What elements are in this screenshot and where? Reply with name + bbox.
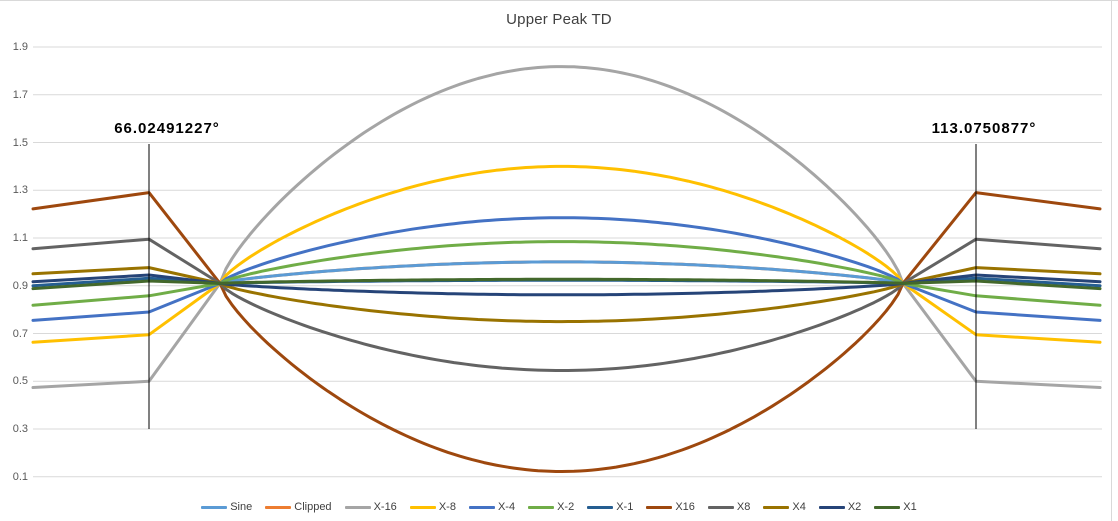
legend-item-Sine[interactable]: Sine	[201, 501, 252, 513]
series-line-X2	[31, 273, 1102, 297]
legend-swatch-X-1	[587, 505, 614, 509]
legend-item-Clipped[interactable]: Clipped	[265, 501, 332, 513]
chart-legend: Sine Clipped X-16 X-8 X-4 X-2 X-1 X16 X8 X4 X2 X1	[0, 501, 1118, 513]
legend-swatch-X-4	[468, 505, 495, 509]
y-tick-label: 1.1	[12, 232, 28, 244]
legend-label-X-2: X-2	[557, 501, 575, 513]
legend-item-X16[interactable]: X16	[646, 501, 695, 513]
chart-right-border	[1111, 1, 1112, 521]
legend-label-X4: X4	[792, 501, 806, 513]
y-tick-label: 0.5	[12, 375, 28, 388]
legend-swatch-X-16	[344, 505, 371, 509]
legend-swatch-X-8	[409, 505, 436, 509]
series-line-X4	[31, 266, 1102, 324]
legend-label-X1: X1	[903, 501, 917, 513]
y-tick-label: 0.9	[12, 279, 28, 292]
legend-item-X1[interactable]: X1	[874, 501, 917, 513]
series-line-X8	[31, 237, 1102, 372]
series-lines	[31, 65, 1102, 473]
chart-title: Upper Peak TD	[506, 11, 612, 28]
legend-label-X-16: X-16	[373, 501, 397, 513]
legend-swatch-X8	[707, 505, 734, 509]
legend-item-X8[interactable]: X8	[707, 501, 751, 513]
series-line-X-8	[31, 164, 1102, 344]
legend-label-X-1: X-1	[616, 501, 634, 513]
legend-swatch-X4	[763, 505, 790, 509]
legend-label-X16: X16	[675, 501, 695, 513]
series-line-X-2	[31, 240, 1102, 307]
series-line-Sine	[218, 260, 905, 285]
legend-item-X-16[interactable]: X-16	[344, 501, 397, 513]
legend-item-X2[interactable]: X2	[818, 501, 862, 513]
legend-label-Clipped: Clipped	[294, 501, 332, 513]
series-line-X-4	[31, 216, 1102, 322]
legend-swatch-X2	[818, 505, 845, 509]
legend-swatch-Sine	[201, 505, 228, 509]
y-tick-label: 1.3	[12, 184, 28, 197]
series-line-X1	[31, 277, 1102, 291]
legend-label-X8: X8	[736, 501, 751, 513]
left-boundary-label: 66.02491227°	[114, 120, 220, 137]
y-tick-label: 0.1	[12, 470, 28, 483]
y-tick-label: 1.9	[12, 41, 28, 53]
y-tick-label: 0.3	[12, 423, 28, 435]
legend-item-X-2[interactable]: X-2	[528, 501, 574, 513]
legend-label-Sine: Sine	[230, 501, 253, 513]
legend-swatch-X1	[874, 505, 901, 509]
legend-label-X-8: X-8	[438, 501, 456, 513]
series-line-X16	[31, 191, 1102, 473]
legend-label-X-4: X-4	[497, 501, 516, 513]
legend-swatch-X16	[646, 505, 673, 509]
legend-label-X2: X2	[847, 501, 862, 513]
y-tick-label: 1.7	[12, 88, 28, 101]
legend-item-X-1[interactable]: X-1	[587, 501, 633, 513]
gridlines	[33, 46, 1102, 478]
legend-item-X-8[interactable]: X-8	[409, 501, 456, 513]
y-tick-label: 0.7	[12, 327, 28, 340]
series-line-X-16	[31, 65, 1102, 389]
legend-swatch-Clipped	[265, 505, 292, 509]
legend-item-X-4[interactable]: X-4	[468, 501, 516, 513]
y-tick-label: 1.5	[12, 136, 28, 149]
right-boundary-label: 113.0750877°	[931, 120, 1037, 137]
boundary-lines	[148, 144, 977, 429]
legend-item-X4[interactable]: X4	[763, 501, 806, 513]
legend-swatch-X-2	[528, 505, 555, 509]
